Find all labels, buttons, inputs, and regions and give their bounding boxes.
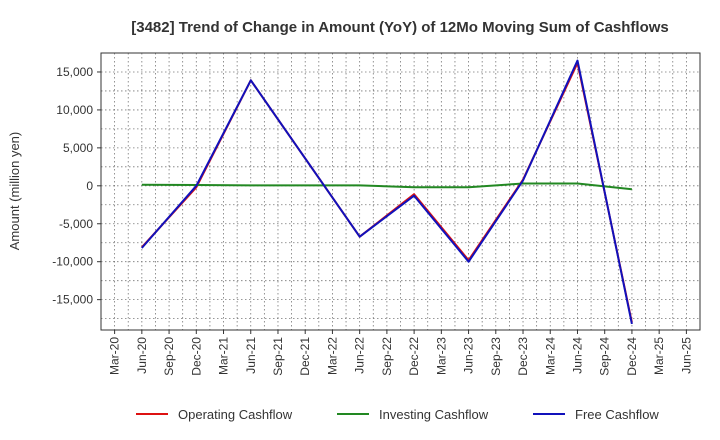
y-tick-label: 0 [86, 179, 93, 193]
y-tick-label: 10,000 [56, 103, 93, 117]
x-tick-label: Dec-24 [625, 337, 639, 376]
x-tick-label: Mar-24 [543, 337, 557, 375]
x-tick-label: Sep-23 [489, 337, 503, 376]
x-tick-label: Dec-22 [407, 337, 421, 376]
series-line-investing-cashflow [141, 182, 633, 191]
x-tick-label: Jun-22 [353, 337, 367, 374]
y-axis-label: Amount (million yen) [7, 132, 22, 251]
x-tick-label: Mar-20 [108, 337, 122, 375]
y-tick-label: 15,000 [56, 65, 93, 79]
x-tick-label: Jun-24 [570, 337, 584, 374]
x-tick-label: Dec-23 [516, 337, 530, 376]
x-tick-label: Jun-23 [462, 337, 476, 374]
x-tick-label: Mar-22 [325, 337, 339, 375]
legend: Operating Cashflow Investing Cashflow Free… [136, 407, 659, 422]
x-tick-label: Jun-20 [135, 337, 149, 374]
chart-title: [3482] Trend of Change in Amount (YoY) o… [131, 19, 669, 36]
x-tick-label: Sep-21 [271, 337, 285, 376]
legend-label-operating-cashflow: Operating Cashflow [178, 407, 293, 422]
series-lines [141, 59, 633, 325]
y-tick-label: -5,000 [59, 217, 93, 231]
series-line-free-cashflow [141, 59, 633, 325]
y-tick-label: -10,000 [52, 255, 93, 269]
x-tick-label: Mar-25 [652, 337, 666, 375]
x-tick-label: Sep-20 [162, 337, 176, 376]
legend-label-free-cashflow: Free Cashflow [575, 407, 659, 422]
x-tick-label: Sep-24 [598, 337, 612, 376]
y-tick-label: 5,000 [63, 141, 93, 155]
y-axis-ticks: -15,000 -10,000 -5,000 0 5,000 10,000 15,000 [52, 65, 101, 307]
x-tick-label: Jun-21 [244, 337, 258, 374]
x-tick-label: Mar-21 [217, 337, 231, 375]
x-tick-label: Dec-20 [189, 337, 203, 376]
plot-frame [100, 52, 701, 331]
x-axis-ticks: Mar-20 Jun-20 Sep-20 Dec-20 Mar-21 Jun-21 Sep-… [108, 330, 693, 376]
x-tick-label: Jun-25 [679, 337, 693, 374]
y-tick-label: -15,000 [52, 293, 93, 307]
x-tick-label: Dec-21 [298, 337, 312, 376]
x-tick-label: Mar-23 [434, 337, 448, 375]
x-tick-label: Sep-22 [380, 337, 394, 376]
legend-label-investing-cashflow: Investing Cashflow [379, 407, 489, 422]
